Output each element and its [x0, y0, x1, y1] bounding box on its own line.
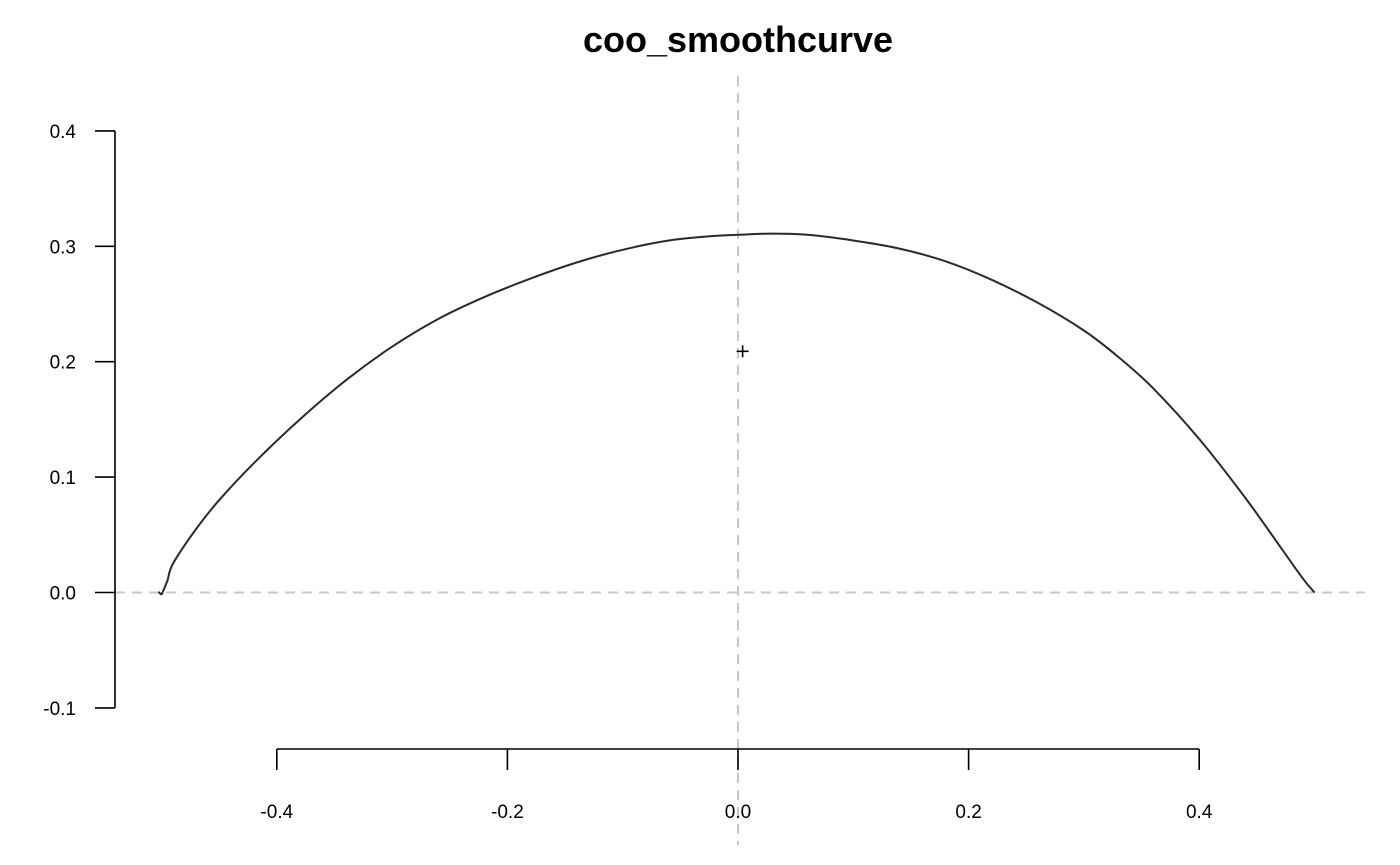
x-tick-label: -0.4	[260, 802, 293, 823]
y-tick-label: -0.1	[43, 699, 76, 720]
y-axis: -0.1 0.0 0.1 0.2 0.3 0.4	[43, 122, 116, 720]
y-tick-label: 0.2	[50, 353, 76, 374]
x-axis: -0.4 -0.2 0.0 0.2 0.4	[260, 748, 1213, 823]
outline-curve	[160, 232, 1316, 596]
y-tick-label: 0.1	[50, 468, 76, 489]
y-tick-label: 0.3	[50, 237, 76, 258]
x-tick-label: 0.0	[725, 802, 751, 823]
plot-area	[157, 232, 1316, 596]
x-tick-label: 0.2	[955, 802, 981, 823]
y-tick-label: 0.4	[50, 122, 77, 143]
curve-start-mark	[157, 591, 163, 596]
x-tick-label: -0.2	[491, 802, 524, 823]
x-tick-label: 0.4	[1186, 802, 1213, 823]
centroid-marker	[736, 345, 749, 358]
y-tick-label: 0.0	[50, 584, 76, 605]
reference-lines	[115, 76, 1365, 845]
chart-title: coo_smoothcurve	[583, 19, 893, 60]
